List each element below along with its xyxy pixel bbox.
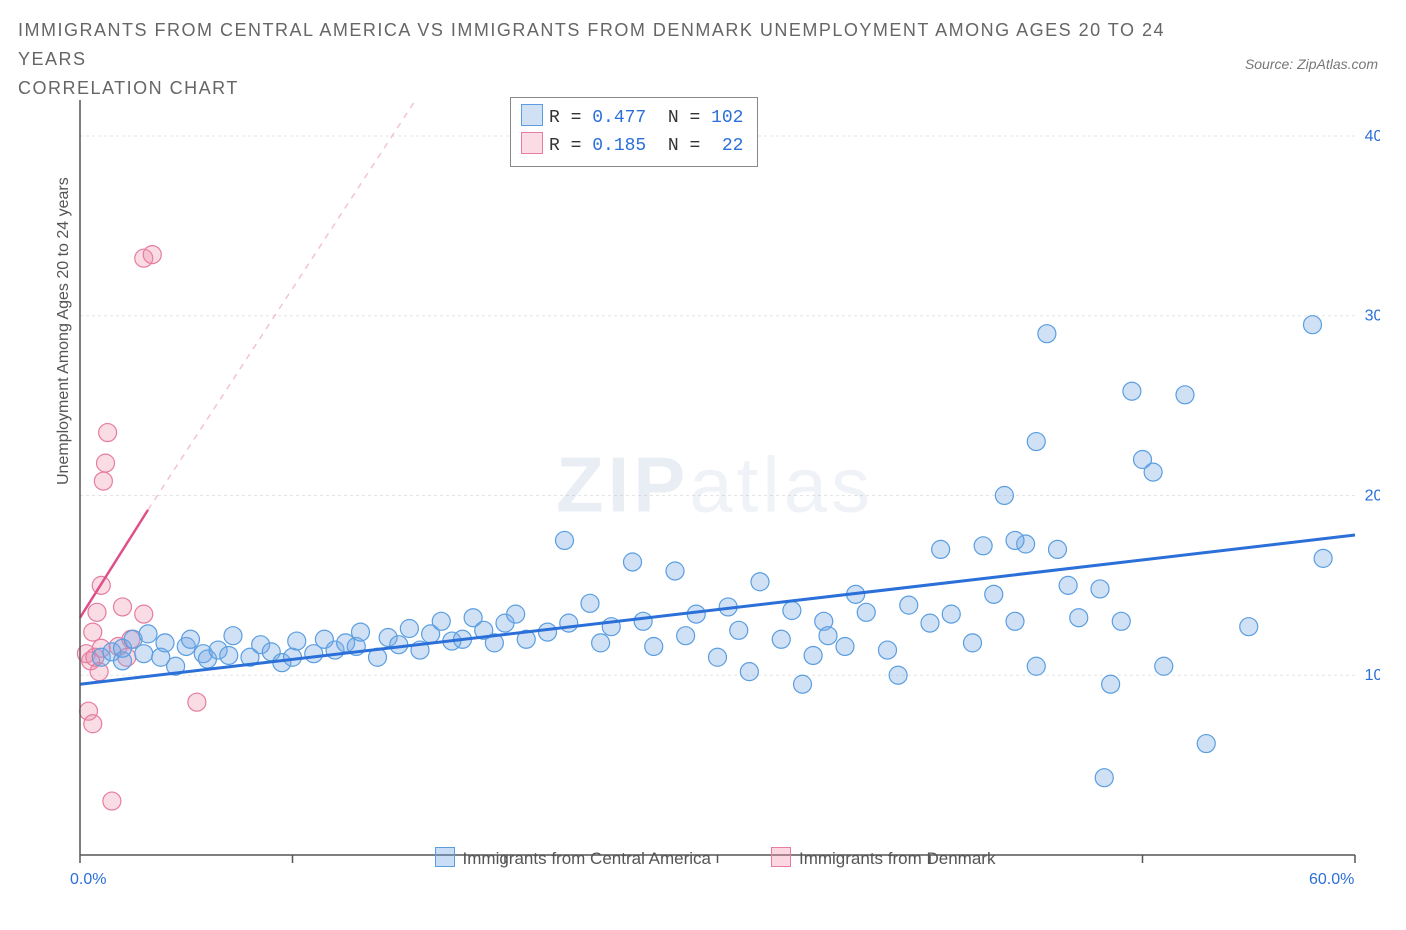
chart-title: IMMIGRANTS FROM CENTRAL AMERICA VS IMMIG… [18,16,1206,102]
legend-item-central-america: Immigrants from Central America [435,847,711,869]
swatch-blue-icon [435,847,455,867]
legend-item-denmark: Immigrants from Denmark [771,847,995,869]
svg-text:20.0%: 20.0% [1365,487,1380,504]
swatch-pink-icon [771,847,791,867]
x-axis-max-label: 60.0% [1309,871,1354,889]
stats-box: R = 0.477 N = 102 R = 0.185 N = 22 [510,97,758,167]
x-axis-min-label: 0.0% [70,871,106,889]
stats-row-denmark: R = 0.185 N = 22 [521,132,743,160]
svg-text:40.0%: 40.0% [1365,128,1380,145]
stats-row-central-america: R = 0.477 N = 102 [521,104,743,132]
plot-area: 10.0% 20.0% 30.0% 40.0% [50,95,1380,875]
correlation-chart: Unemployment Among Ages 20 to 24 years Z… [50,95,1380,875]
svg-text:10.0%: 10.0% [1365,667,1380,684]
legend: Immigrants from Central America Immigran… [50,847,1380,869]
source-attribution: Source: ZipAtlas.com [1245,56,1378,72]
title-line-1: IMMIGRANTS FROM CENTRAL AMERICA VS IMMIG… [18,16,1206,74]
svg-text:30.0%: 30.0% [1365,308,1380,325]
swatch-pink-icon [521,132,543,154]
swatch-blue-icon [521,104,543,126]
y-axis-label: Unemployment Among Ages 20 to 24 years [55,177,73,485]
